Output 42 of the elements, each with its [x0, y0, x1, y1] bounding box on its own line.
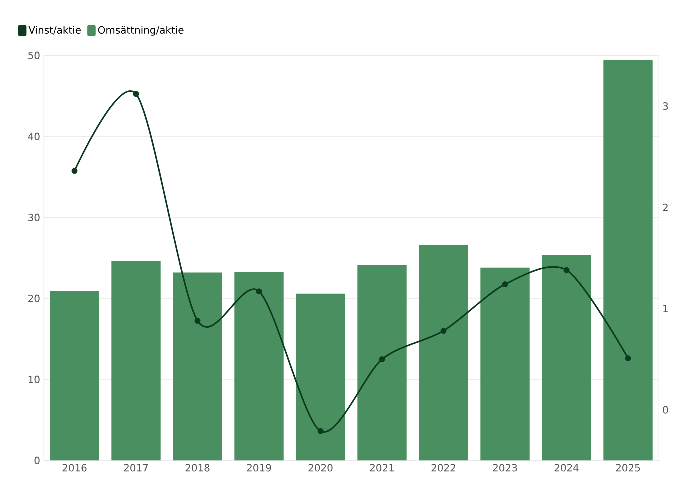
point [256, 288, 262, 295]
point [625, 355, 632, 362]
bar [419, 245, 468, 461]
y-tick-label: 40 [28, 132, 40, 140]
x-tick-label: 2019 [247, 464, 272, 472]
y-tick-label: 30 [28, 214, 40, 222]
legend-label: Vinst/aktie [28, 26, 81, 35]
point [72, 168, 78, 174]
x-tick-label: 2024 [554, 464, 579, 472]
bar [358, 265, 407, 461]
bar [173, 272, 222, 461]
y2-tick-label: 3 [663, 102, 668, 110]
bar [480, 268, 530, 461]
y2-tick-label: 2 [663, 204, 668, 212]
y2-tick-label: 1 [664, 305, 668, 312]
y2-tick-label: 0 [663, 406, 668, 414]
point [440, 328, 447, 334]
x-tick-label: 2016 [62, 464, 87, 472]
x-tick-label: 2021 [370, 464, 394, 472]
point [133, 91, 140, 98]
bar [296, 294, 346, 461]
point [502, 282, 508, 288]
y-tick-label: 20 [28, 294, 40, 302]
x-tick-label: 2023 [493, 464, 518, 472]
point [318, 428, 324, 434]
point [564, 267, 570, 274]
bar [542, 254, 592, 461]
bar [234, 272, 284, 461]
y-tick-label: 10 [28, 376, 40, 384]
x-tick-label: 2025 [616, 464, 640, 472]
bar [112, 261, 161, 461]
x-tick-label: 2022 [432, 464, 456, 472]
x-tick-label: 2020 [308, 464, 333, 472]
x-tick-label: 2018 [186, 464, 210, 472]
point [379, 356, 386, 362]
y-tick-label: 50 [28, 52, 40, 60]
bar [604, 60, 653, 461]
bar [50, 291, 100, 461]
x-tick-label: 2017 [124, 464, 148, 472]
y-tick-label: 0 [34, 456, 40, 464]
point [194, 318, 201, 324]
legend-label: Omsättning/aktie [98, 26, 184, 36]
